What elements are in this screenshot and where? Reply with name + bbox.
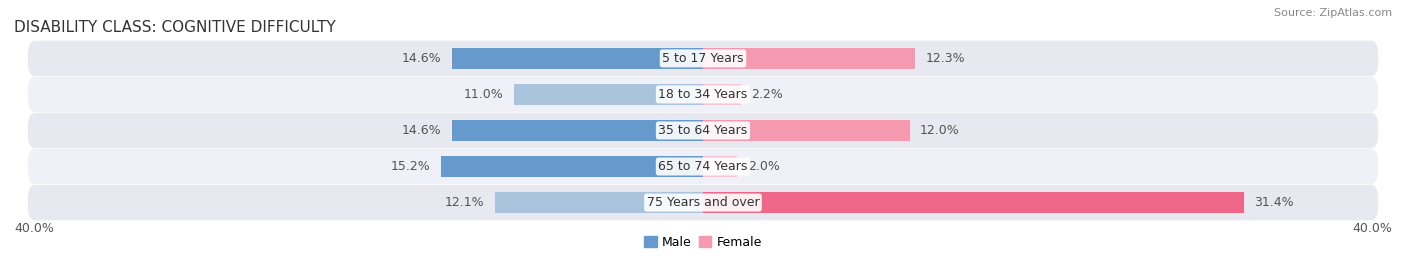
Text: 12.3%: 12.3%: [925, 52, 965, 65]
Text: 2.2%: 2.2%: [751, 88, 783, 101]
FancyBboxPatch shape: [28, 41, 1378, 76]
Bar: [451, 48, 703, 69]
Text: 40.0%: 40.0%: [1353, 222, 1392, 235]
FancyBboxPatch shape: [28, 77, 1378, 112]
Text: 35 to 64 Years: 35 to 64 Years: [658, 124, 748, 137]
Text: 31.4%: 31.4%: [1254, 196, 1294, 209]
Bar: [703, 84, 741, 105]
Text: 11.0%: 11.0%: [464, 88, 503, 101]
Text: 14.6%: 14.6%: [402, 124, 441, 137]
Bar: [451, 120, 703, 141]
Text: 12.0%: 12.0%: [920, 124, 960, 137]
Text: 40.0%: 40.0%: [14, 222, 53, 235]
Legend: Male, Female: Male, Female: [640, 231, 766, 254]
Text: 65 to 74 Years: 65 to 74 Years: [658, 160, 748, 173]
Bar: [703, 120, 910, 141]
Bar: [441, 156, 703, 177]
FancyBboxPatch shape: [28, 113, 1378, 148]
Bar: [513, 84, 703, 105]
Bar: [703, 48, 915, 69]
FancyBboxPatch shape: [28, 149, 1378, 184]
Text: Source: ZipAtlas.com: Source: ZipAtlas.com: [1274, 8, 1392, 18]
Text: 5 to 17 Years: 5 to 17 Years: [662, 52, 744, 65]
Bar: [703, 192, 1244, 213]
Text: 75 Years and over: 75 Years and over: [647, 196, 759, 209]
Text: 18 to 34 Years: 18 to 34 Years: [658, 88, 748, 101]
Text: DISABILITY CLASS: COGNITIVE DIFFICULTY: DISABILITY CLASS: COGNITIVE DIFFICULTY: [14, 20, 336, 35]
Text: 2.0%: 2.0%: [748, 160, 780, 173]
Bar: [495, 192, 703, 213]
Text: 15.2%: 15.2%: [391, 160, 430, 173]
Bar: [703, 156, 738, 177]
Text: 14.6%: 14.6%: [402, 52, 441, 65]
Text: 12.1%: 12.1%: [444, 196, 484, 209]
FancyBboxPatch shape: [28, 185, 1378, 220]
